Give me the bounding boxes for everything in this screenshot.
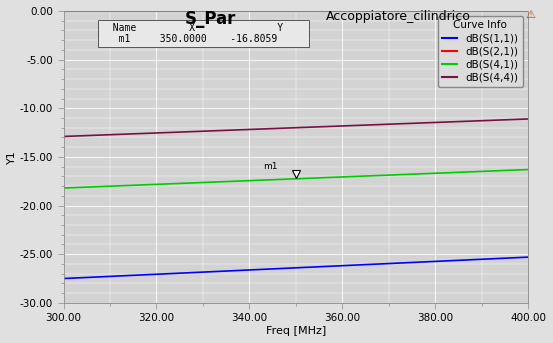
Text: S_Par: S_Par	[185, 10, 236, 28]
Text: ⚠: ⚠	[526, 10, 536, 20]
Text: Accoppiatore_cilindrico: Accoppiatore_cilindrico	[326, 10, 471, 23]
Legend: dB(S(1,1)), dB(S(2,1)), dB(S(4,1)), dB(S(4,4)): dB(S(1,1)), dB(S(2,1)), dB(S(4,1)), dB(S…	[437, 16, 523, 87]
Text: Name         X              Y    
   m1     350.0000    -16.8059: Name X Y m1 350.0000 -16.8059	[101, 23, 306, 44]
Y-axis label: Y1: Y1	[7, 150, 17, 164]
Text: m1: m1	[263, 162, 277, 170]
X-axis label: Freq [MHz]: Freq [MHz]	[265, 326, 326, 336]
